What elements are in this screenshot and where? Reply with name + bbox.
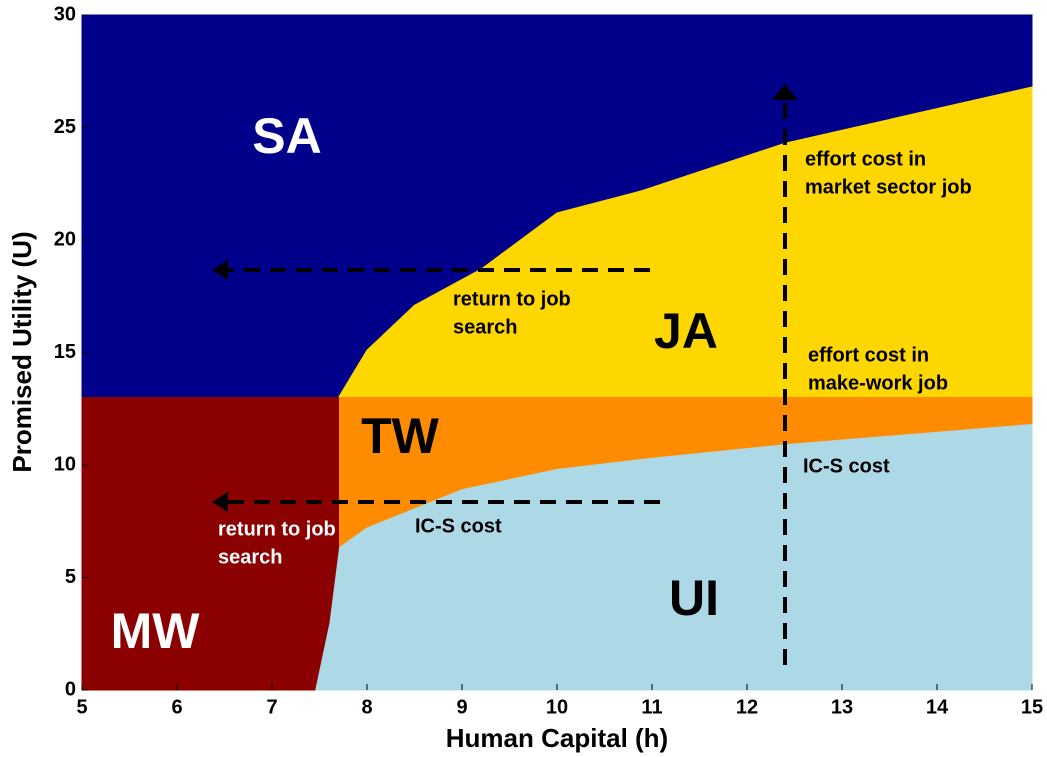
x-tick-label: 15 xyxy=(1021,696,1043,718)
annotations: effort cost in market sector job return to… xyxy=(218,148,972,568)
region xyxy=(337,86,1033,398)
x-tick-label: 11 xyxy=(641,696,662,718)
x-tick-label: 14 xyxy=(926,696,949,718)
y-tick-label: 10 xyxy=(54,453,76,475)
annotation: effort cost in xyxy=(805,148,926,170)
x-tick-label: 6 xyxy=(171,696,182,718)
arrows xyxy=(212,84,798,665)
region-label: MW xyxy=(111,603,201,659)
x-axis-label: Human Capital (h) xyxy=(446,723,668,753)
annotation: return to job xyxy=(453,288,571,310)
arrow-head xyxy=(212,260,228,280)
region-label: JA xyxy=(654,303,718,359)
y-tick-label: 30 xyxy=(54,3,76,25)
y-tick-label: 0 xyxy=(65,678,76,700)
annotation: return to job xyxy=(218,518,336,540)
annotation: make-work job xyxy=(808,372,948,394)
region-label: TW xyxy=(361,408,440,464)
arrow-head xyxy=(212,492,228,512)
y-tick-label: 25 xyxy=(54,116,76,138)
annotation: effort cost in xyxy=(808,344,929,366)
region-label: SA xyxy=(252,108,321,164)
y-axis-label: Promised Utility (U) xyxy=(7,231,37,472)
labels: SA JA TW UI MW xyxy=(111,108,719,659)
y-tick-label: 5 xyxy=(65,566,76,588)
region xyxy=(81,397,339,691)
x-tick-label: 12 xyxy=(736,696,758,718)
x-tick-label: 10 xyxy=(546,696,568,718)
annotation: search xyxy=(218,546,283,568)
annotation: search xyxy=(453,316,518,338)
annotation: market sector job xyxy=(805,176,972,198)
annotation: IC-S cost xyxy=(415,515,502,537)
y-tick-label: 20 xyxy=(54,228,76,250)
regions xyxy=(81,14,1033,691)
x-tick-label: 13 xyxy=(831,696,853,718)
region-label: UI xyxy=(669,570,719,626)
arrow-head xyxy=(772,84,798,100)
x-tick-label: 5 xyxy=(76,696,87,718)
annotation: IC-S cost xyxy=(803,455,890,477)
x-tick-label: 8 xyxy=(361,696,372,718)
x-tick-label: 9 xyxy=(456,696,467,718)
y-tick-label: 15 xyxy=(54,341,76,363)
x-tick-label: 7 xyxy=(266,696,277,718)
